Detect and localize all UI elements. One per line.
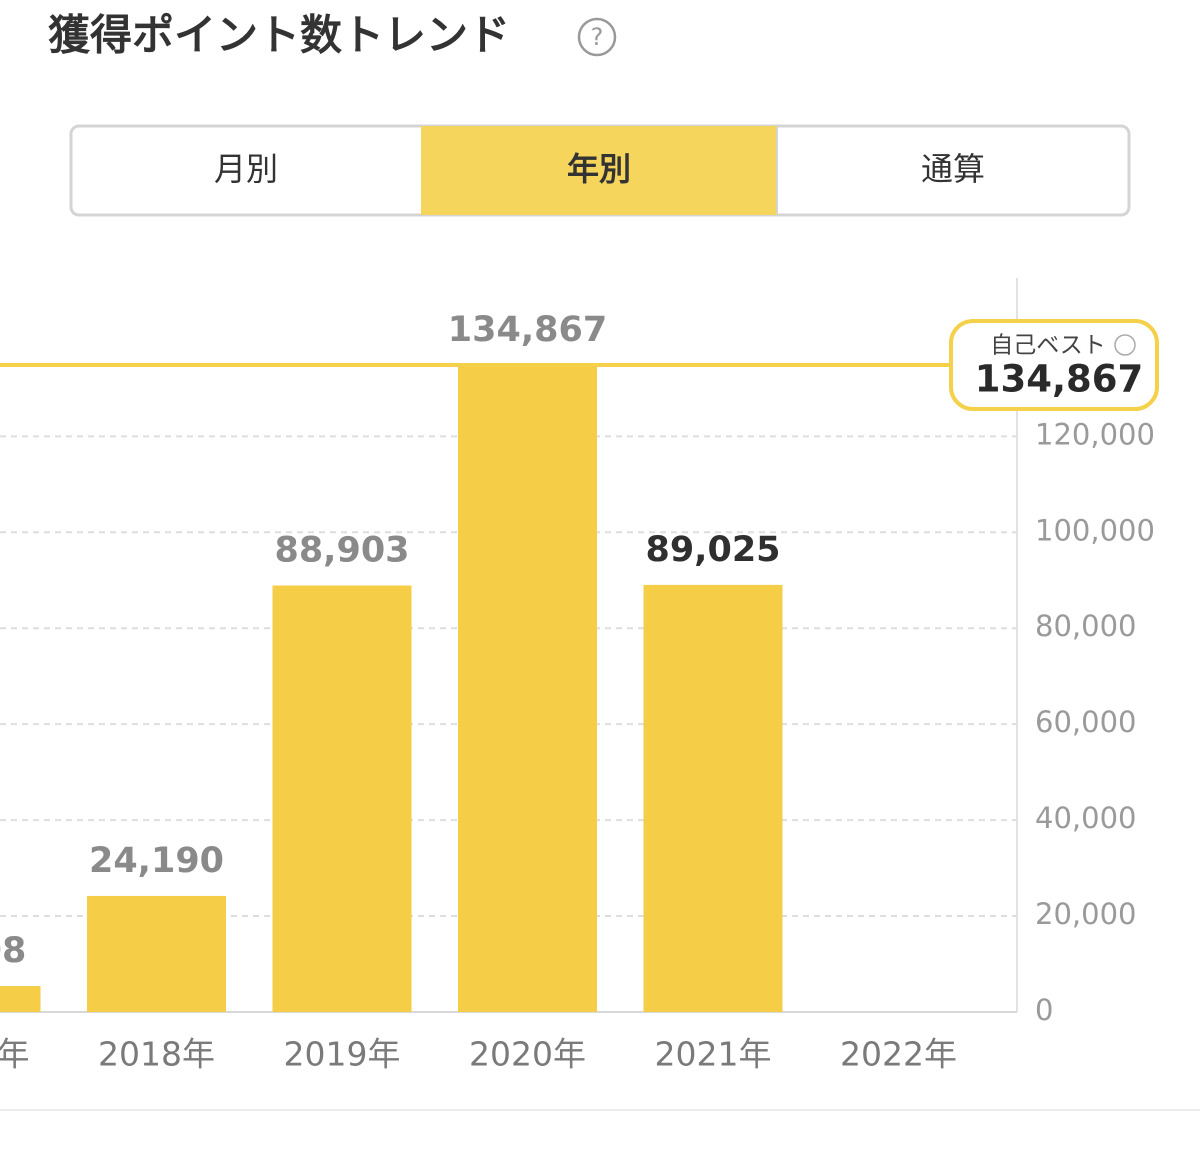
bar [643,584,783,1012]
best-value: 134,867 [975,357,1144,400]
x-tick-label: 2019年 [284,1035,401,1074]
value-label: 89,025 [645,530,780,570]
tab[interactable]: 月別 [214,150,278,188]
tab[interactable]: 年別 [567,150,631,188]
tab[interactable]: 通算 [921,150,985,188]
best-help-icon[interactable] [1114,334,1136,356]
value-label: 88,903 [274,530,409,570]
bar [0,986,41,1012]
y-tick-label: 0 [1035,993,1053,1027]
value-label: 5,408 [0,931,26,971]
best-badge [949,318,1159,411]
bar [87,895,226,1012]
bar [272,585,412,1012]
x-tick-label: 2021年 [655,1035,772,1074]
x-tick-label: 2017年 [0,1035,29,1074]
y-tick-label: 80,000 [1035,609,1136,643]
y-tick-label: 100,000 [1035,513,1155,547]
y-tick-label: 60,000 [1035,705,1136,739]
y-tick-label: 40,000 [1035,801,1136,835]
value-label: 24,190 [89,841,224,881]
svg-text:?: ? [591,23,604,51]
x-tick-label: 2022年 [840,1035,957,1074]
title: 獲得ポイント数トレンド [48,11,510,60]
bar [458,364,597,1013]
x-tick-label: 2020年 [469,1035,586,1074]
y-tick-label: 20,000 [1035,897,1136,931]
tab-active-bg [421,126,777,215]
value-label: 134,867 [448,310,607,350]
x-tick-label: 2018年 [98,1035,215,1074]
help-icon[interactable]: ? [577,17,617,57]
y-tick-label: 120,000 [1035,417,1155,451]
best-label: 自己ベスト [990,332,1105,358]
